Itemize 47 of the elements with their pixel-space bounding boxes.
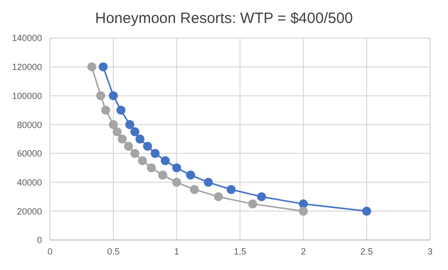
y-tick-label: 40000 [16,177,42,188]
point [98,62,108,72]
point [190,184,199,194]
point [143,142,152,151]
x-tick-label: 0.5 [107,246,120,256]
y-tick-label: 80000 [16,120,42,130]
point [116,106,126,115]
point [172,178,182,187]
point [214,192,223,202]
point [124,142,134,151]
point [101,106,110,115]
point [226,184,236,194]
point [96,91,106,100]
point [160,156,170,166]
y-tick-label: 140000 [12,33,42,44]
point [248,199,258,208]
x-tick-label: 2 [300,246,306,256]
point [257,192,266,202]
point [150,148,160,158]
point [172,163,182,172]
point [135,134,144,144]
point [138,156,147,166]
point [362,206,372,216]
point [125,120,134,130]
y-tick-label: 60000 [16,148,42,159]
point [298,206,308,216]
y-tick-label: 100000 [12,90,42,101]
x-tick-label: 1 [174,246,180,256]
y-tick-label: 20000 [16,206,42,216]
x-tick-label: 3 [427,246,433,256]
point [130,127,140,136]
point [108,91,118,100]
chart-title: Honeymoon Resorts: WTP = $400/500 [94,9,354,29]
point [108,120,118,130]
point [204,178,213,187]
x-tick-label: 0 [47,246,53,256]
point [130,148,140,158]
point [186,170,196,180]
x-tick-label: 2.5 [360,246,373,256]
y-tick-label: 120000 [12,62,42,72]
point [146,163,156,172]
point [87,62,96,72]
point [112,127,122,136]
point [118,134,127,144]
y-tick-label: 0 [36,235,42,246]
x-tick-label: 1.5 [234,246,246,256]
point [158,170,168,180]
